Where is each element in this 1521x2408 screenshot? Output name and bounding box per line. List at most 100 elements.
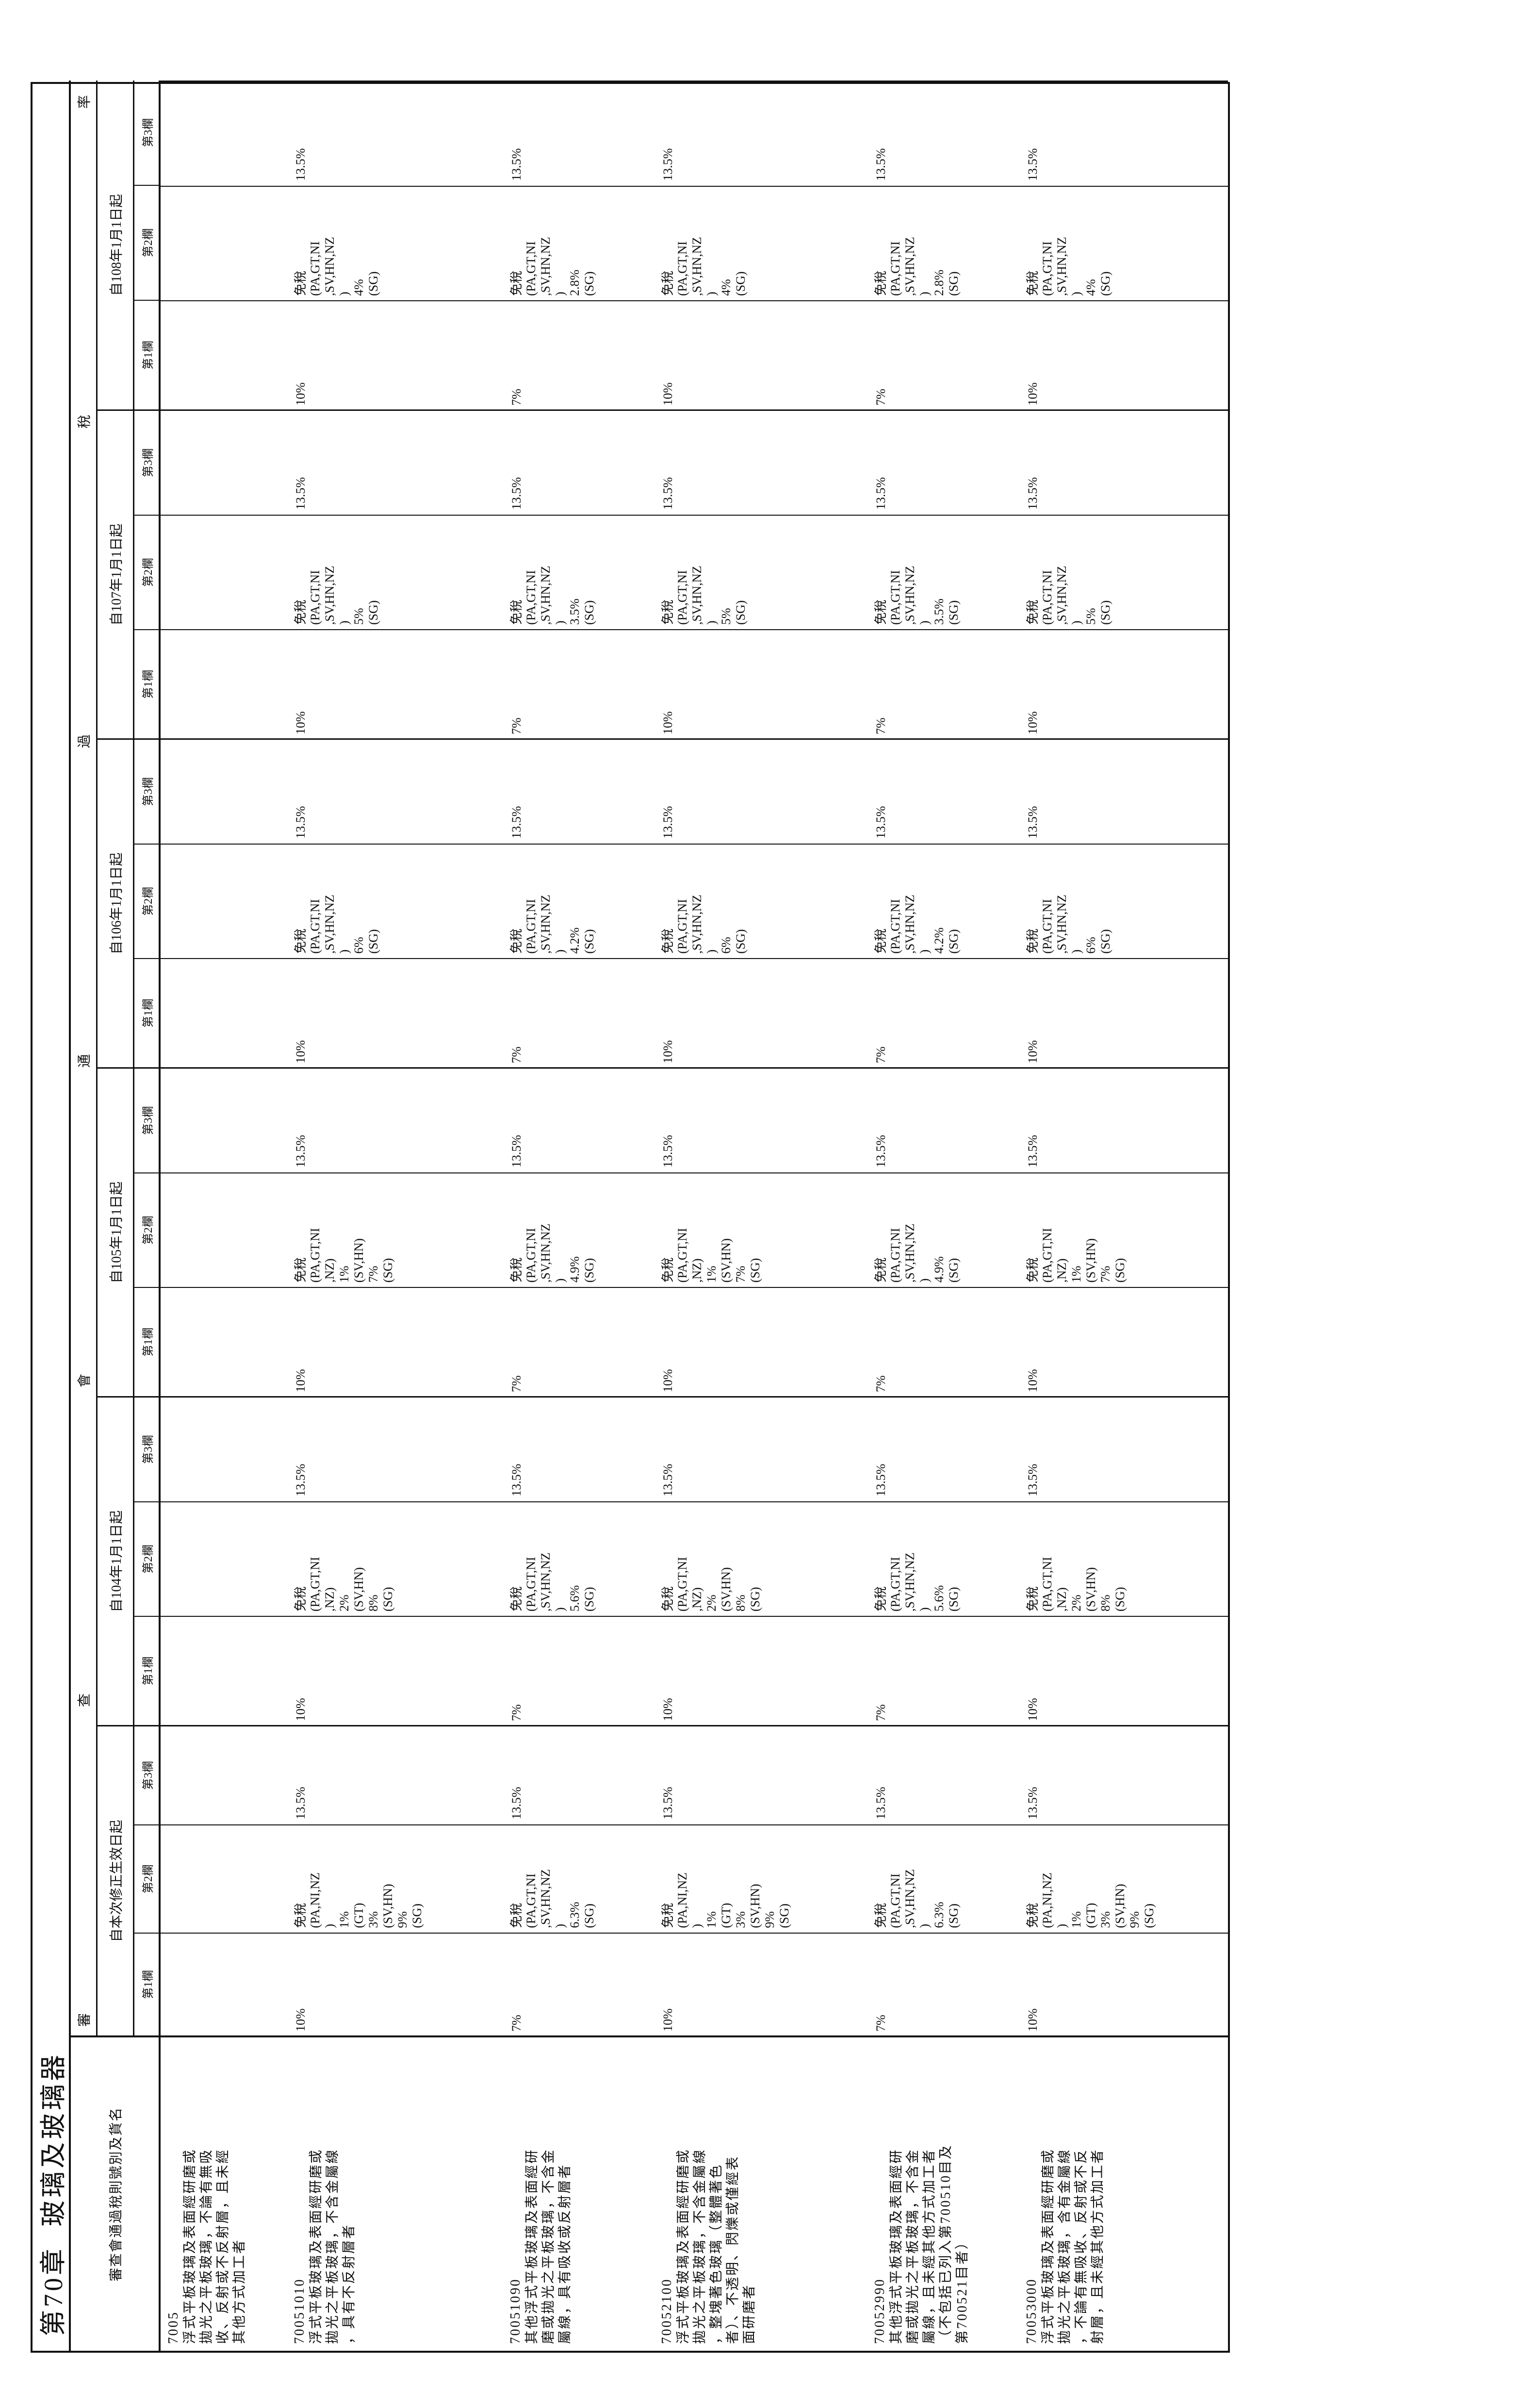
rate-line: (PA,GT,NI xyxy=(523,1873,538,1928)
rate-line: ) xyxy=(553,1278,567,1283)
rate-column-2: 免稅 (PA,GT,NI ,SV,HN,NZ) 4.9% (SG) xyxy=(867,1171,1019,1286)
banner-char: 通 xyxy=(77,1054,92,1068)
rate-line: 免稅 xyxy=(509,1903,523,1928)
chapter-title: 第70章 玻璃及玻璃器 xyxy=(33,81,71,2351)
rate-line: (SG) xyxy=(748,1587,762,1611)
rate-column-2: 免稅 (PA,GT,NI ,SV,HN,NZ) 2.8% (SG) xyxy=(503,185,654,300)
table-row: 70052990 其他浮式平板玻璃及表面經研 磨或拋光之平板玻璃，不含金 屬線，且未經… xyxy=(867,81,1019,2351)
rate-line: 4.2% xyxy=(932,927,947,954)
column-header: 第2欄 xyxy=(134,1172,159,1287)
rate-line: ,SV,HN,NZ xyxy=(1055,895,1069,954)
rate-column-1: 10% xyxy=(294,2008,308,2032)
rate-column-3: 13.5% xyxy=(509,1135,523,1168)
rate-column-3: 13.5% xyxy=(294,1464,308,1497)
column-header-group: 第1欄 第2欄 第3欄 xyxy=(134,1396,159,1725)
column-header: 第1欄 xyxy=(134,1287,159,1396)
rate-line: 8% xyxy=(1098,1594,1113,1611)
rate-column-2: 免稅 (PA,GT,NI ,SV,HN,NZ) 3.5% (SG) xyxy=(867,514,1019,629)
rate-column-3: 13.5% xyxy=(660,148,675,181)
rate-column-2: 免稅 (PA,GT,NI ,SV,HN,NZ) 4.9% (SG) xyxy=(503,1171,654,1286)
rate-line: (SV,HN) xyxy=(1084,1238,1098,1283)
rate-line: 6.3% xyxy=(932,1902,947,1928)
rate-line: (SG) xyxy=(1113,1587,1128,1611)
rate-line: ) xyxy=(1069,949,1084,954)
rate-line: ) xyxy=(553,949,567,954)
rate-group: 7% 免稅 (PA,GT,NI ,SV,HN,NZ) 5.6% (SG) 13.5% xyxy=(503,1396,654,1725)
rate-column-2: 免稅 (PA,GT,NI ,SV,HN,NZ) 5% (SG) xyxy=(287,514,503,629)
rate-line: 9% xyxy=(1128,1911,1142,1928)
description-line: 面研磨者 xyxy=(741,2283,757,2344)
rate-column-1: 10% xyxy=(1026,711,1040,734)
rate-column-1: 7% xyxy=(509,2015,523,2032)
rate-line: ) xyxy=(337,620,352,625)
rate-line: 免稅 xyxy=(294,599,308,625)
rate-group: 10% 免稅 (PA,NI,NZ) 1% (GT) 3% (SV,HN) 9% (SG) 13.5… xyxy=(654,1725,867,2035)
banner-char: 查 xyxy=(77,1693,92,1708)
rate-line: 免稅 xyxy=(294,1903,308,1928)
rate-group: 10% 免稅 (PA,GT,NI ,SV,HN,NZ) 5% (SG) 13.5% xyxy=(1019,409,1228,738)
rate-column-3: 13.5% xyxy=(294,1135,308,1168)
rate-line: 4.2% xyxy=(567,927,582,954)
rate-line: 5% xyxy=(352,608,366,625)
rate-group: 10% 免稅 (PA,GT,NI ,SV,HN,NZ) 6% (SG) 13.5% xyxy=(654,738,867,1067)
rate-line: (SG) xyxy=(733,600,748,625)
rate-group: 7% 免稅 (PA,GT,NI ,SV,HN,NZ) 3.5% (SG) 13.5% xyxy=(503,409,654,738)
tariff-code: 70053000 xyxy=(1024,2278,1040,2344)
rate-column-2: 免稅 (PA,GT,NI ,SV,HN,NZ) 4% (SG) xyxy=(1019,185,1228,300)
description-line: 者）、不透明、閃爍或僅經表 xyxy=(725,2155,740,2344)
rate-column-2: 免稅 (PA,GT,NI ,SV,HN,NZ) 4% (SG) xyxy=(287,185,503,300)
rate-column-3: 13.5% xyxy=(1026,1464,1040,1497)
rate-line: 免稅 xyxy=(294,1586,308,1611)
rate-column-3: 13.5% xyxy=(660,1135,675,1168)
rate-line: ,SV,HN,NZ xyxy=(323,237,337,296)
rate-line: 免稅 xyxy=(874,599,888,625)
rate-column-1: 7% xyxy=(509,389,523,406)
rate-column-1: 7% xyxy=(509,1046,523,1063)
tariff-code: 70052100 xyxy=(659,2278,674,2344)
description-line: 浮式平板玻璃及表面經研磨或 xyxy=(182,2148,197,2344)
rate-column-3: 13.5% xyxy=(874,148,888,181)
rate-column-1: 7% xyxy=(874,717,888,734)
rate-line: (SV,HN) xyxy=(719,1567,733,1611)
column-header-group: 第1欄 第2欄 第3欄 xyxy=(134,1067,159,1396)
rate-line: 免稅 xyxy=(874,270,888,296)
group-header: 自104年1月1日起 xyxy=(98,1396,134,1725)
rate-column-3: 13.5% xyxy=(874,1787,888,1820)
rate-column-3: 13.5% xyxy=(874,477,888,510)
rate-column-3: 13.5% xyxy=(660,477,675,510)
tariff-description: 70052990 其他浮式平板玻璃及表面經研 磨或拋光之平板玻璃，不含金 屬線，且未經… xyxy=(867,2035,1019,2351)
column-header: 第2欄 xyxy=(134,843,159,958)
rate-column-2: 免稅 (PA,GT,NI ,NZ) 1% (SV,HN) 7% (SG) xyxy=(654,1171,867,1286)
rate-line: (SG) xyxy=(1142,1904,1157,1928)
rate-column-3: 13.5% xyxy=(294,806,308,839)
rate-line: ) xyxy=(553,620,567,625)
rate-group xyxy=(161,1067,287,1396)
rate-column-3: 13.5% xyxy=(874,1135,888,1168)
rate-line: (PA,GT,NI xyxy=(888,570,903,625)
rate-line: (PA,GT,NI xyxy=(888,1557,903,1611)
rate-line: 免稅 xyxy=(660,1903,675,1928)
table-row: 7005 浮式平板玻璃及表面經研磨或 拋光之平板玻璃，不論有無吸 收、反射或不反射層，… xyxy=(161,81,287,2351)
rate-line: (SG) xyxy=(1113,1258,1128,1283)
rate-line: 免稅 xyxy=(509,1257,523,1283)
rate-group: 10% 免稅 (PA,GT,NI ,NZ) 2% (SV,HN) 8% (SG) 13.5% xyxy=(1019,1396,1228,1725)
rate-line: 免稅 xyxy=(1026,1257,1040,1283)
rate-line: 3.5% xyxy=(932,598,947,625)
tariff-description: 70053000 浮式平板玻璃及表面經研磨或 拋光之平板玻璃，含有金屬線 ，不論有無吸… xyxy=(1019,2035,1228,2351)
description-line: 收、反射或不反射層，且未經 xyxy=(215,2148,230,2344)
column-header: 第1欄 xyxy=(134,1616,159,1725)
group-header: 自106年1月1日起 xyxy=(98,738,134,1067)
rate-column-1: 7% xyxy=(874,1704,888,1721)
rate-group: 10% 免稅 (PA,GT,NI ,NZ) 1% (SV,HN) 7% (SG) 13.5% xyxy=(1019,1067,1228,1396)
rate-group: 10% 免稅 (PA,GT,NI ,NZ) 2% (SV,HN) 8% (SG) 13.5% xyxy=(654,1396,867,1725)
rate-column-3: 13.5% xyxy=(660,806,675,839)
tariff-description: 70051010 浮式平板玻璃及表面經研磨或 拋光之平板玻璃，不含金屬線 ，具有不反射… xyxy=(287,2035,503,2351)
rate-group: 7% 免稅 (PA,GT,NI ,SV,HN,NZ) 4.2% (SG) 13.5% xyxy=(503,738,654,1067)
rate-line: ) xyxy=(917,1278,932,1283)
rate-group: 10% 免稅 (PA,GT,NI ,SV,HN,NZ) 5% (SG) 13.5% xyxy=(287,409,503,738)
rate-line: 免稅 xyxy=(660,1586,675,1611)
rate-column-2: 免稅 (PA,GT,NI ,NZ) 1% (SV,HN) 7% (SG) xyxy=(1019,1171,1228,1286)
rate-line: ) xyxy=(1055,1924,1069,1928)
rate-line: (SV,HN) xyxy=(381,1884,395,1928)
rate-line: 免稅 xyxy=(509,1586,523,1611)
